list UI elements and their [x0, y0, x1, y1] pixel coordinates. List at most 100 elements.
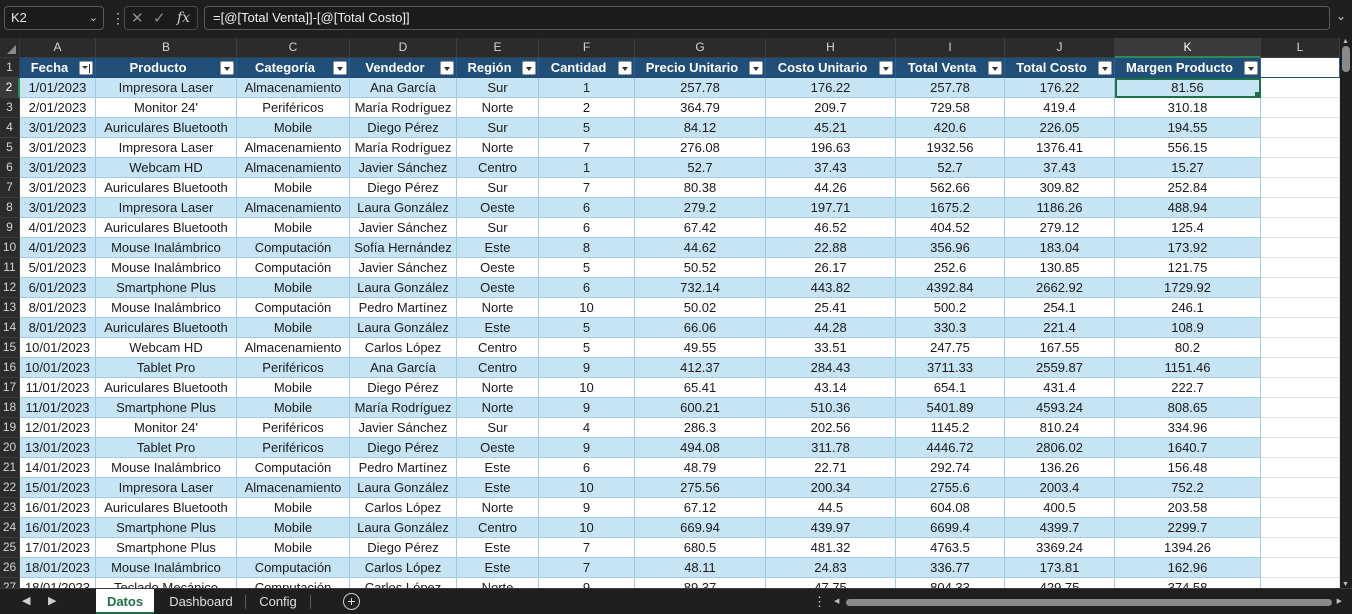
filter-dropdown-icon[interactable]: [522, 61, 536, 75]
column-header-h[interactable]: H: [766, 38, 896, 58]
cell-total-venta[interactable]: 1675.2: [896, 198, 1005, 218]
cell-costo-unitario[interactable]: 26.17: [766, 258, 896, 278]
cell-categoria[interactable]: Mobile: [237, 518, 350, 538]
cell-margen-producto[interactable]: 1640.7: [1115, 438, 1261, 458]
cell-margen-producto[interactable]: 2299.7: [1115, 518, 1261, 538]
cell-categoria[interactable]: Mobile: [237, 278, 350, 298]
cell-producto[interactable]: Tablet Pro: [96, 438, 237, 458]
cell-total-costo[interactable]: 429.75: [1005, 578, 1115, 588]
cell-margen-producto[interactable]: 556.15: [1115, 138, 1261, 158]
cell-total-venta[interactable]: 330.3: [896, 318, 1005, 338]
cell-region[interactable]: Sur: [457, 78, 539, 98]
cell-costo-unitario[interactable]: 284.43: [766, 358, 896, 378]
row-header-16[interactable]: 16: [0, 358, 20, 378]
cell-producto[interactable]: Auriculares Bluetooth: [96, 218, 237, 238]
cell-categoria[interactable]: Computación: [237, 298, 350, 318]
cell-costo-unitario[interactable]: 510.36: [766, 398, 896, 418]
cell-producto[interactable]: Impresora Laser: [96, 78, 237, 98]
cell-costo-unitario[interactable]: 311.78: [766, 438, 896, 458]
chevron-down-icon[interactable]: ⌄: [88, 12, 98, 24]
row-header-6[interactable]: 6: [0, 158, 20, 178]
cell-margen-producto[interactable]: 203.58: [1115, 498, 1261, 518]
row-header-23[interactable]: 23: [0, 498, 20, 518]
check-icon[interactable]: ✓: [153, 10, 166, 27]
cell-total-venta[interactable]: 4446.72: [896, 438, 1005, 458]
cell-region[interactable]: Este: [457, 318, 539, 338]
cell-margen-producto[interactable]: 488.94: [1115, 198, 1261, 218]
fx-icon[interactable]: fx: [177, 10, 191, 26]
cell-fecha[interactable]: 11/01/2023: [20, 378, 96, 398]
cell-vendedor[interactable]: Laura González: [350, 198, 457, 218]
cell-vendedor[interactable]: Laura González: [350, 318, 457, 338]
cell-categoria[interactable]: Mobile: [237, 118, 350, 138]
cell-producto[interactable]: Mouse Inalámbrico: [96, 238, 237, 258]
cell-total-costo[interactable]: 221.4: [1005, 318, 1115, 338]
cell-costo-unitario[interactable]: 47.75: [766, 578, 896, 588]
cell-total-costo[interactable]: 2003.4: [1005, 478, 1115, 498]
cell-region[interactable]: Este: [457, 478, 539, 498]
cell-vendedor[interactable]: Carlos López: [350, 498, 457, 518]
column-header-e[interactable]: E: [457, 38, 539, 58]
cell-region[interactable]: Oeste: [457, 438, 539, 458]
cell-producto[interactable]: Impresora Laser: [96, 478, 237, 498]
cell-categoria[interactable]: Computación: [237, 458, 350, 478]
scroll-left-icon[interactable]: ◀: [834, 598, 840, 605]
cell-categoria[interactable]: Computación: [237, 238, 350, 258]
filter-dropdown-icon[interactable]: [440, 61, 454, 75]
empty-cell[interactable]: [1261, 398, 1340, 418]
cell-producto[interactable]: Auriculares Bluetooth: [96, 498, 237, 518]
cell-fecha[interactable]: 15/01/2023: [20, 478, 96, 498]
cell-vendedor[interactable]: Sofía Hernández: [350, 238, 457, 258]
cell-fecha[interactable]: 5/01/2023: [20, 258, 96, 278]
cell-fecha[interactable]: 14/01/2023: [20, 458, 96, 478]
cell-vendedor[interactable]: Javier Sánchez: [350, 418, 457, 438]
header-cantidad[interactable]: Cantidad: [539, 58, 635, 78]
cell-cantidad[interactable]: 5: [539, 258, 635, 278]
cell-margen-producto[interactable]: 808.65: [1115, 398, 1261, 418]
cell-costo-unitario[interactable]: 33.51: [766, 338, 896, 358]
cell-vendedor[interactable]: Carlos López: [350, 578, 457, 588]
cell-cantidad[interactable]: 9: [539, 358, 635, 378]
empty-cell[interactable]: [1261, 518, 1340, 538]
cell-precio-unitario[interactable]: 50.52: [635, 258, 766, 278]
cell-categoria[interactable]: Periféricos: [237, 418, 350, 438]
vertical-scroll-thumb[interactable]: [1342, 46, 1350, 72]
cell-fecha[interactable]: 8/01/2023: [20, 298, 96, 318]
empty-cell[interactable]: [1261, 338, 1340, 358]
cell-margen-producto[interactable]: 80.2: [1115, 338, 1261, 358]
cell-cantidad[interactable]: 9: [539, 498, 635, 518]
cell-total-costo[interactable]: 2662.92: [1005, 278, 1115, 298]
cell-vendedor[interactable]: María Rodríguez: [350, 98, 457, 118]
cell-total-costo[interactable]: 4399.7: [1005, 518, 1115, 538]
header-producto[interactable]: Producto: [96, 58, 237, 78]
row-header-18[interactable]: 18: [0, 398, 20, 418]
cell-margen-producto[interactable]: 246.1: [1115, 298, 1261, 318]
scroll-down-icon[interactable]: ▼: [1342, 581, 1349, 588]
row-header-17[interactable]: 17: [0, 378, 20, 398]
cell-categoria[interactable]: Almacenamiento: [237, 158, 350, 178]
cell-margen-producto[interactable]: 125.4: [1115, 218, 1261, 238]
sheet-tab-config[interactable]: Config: [259, 594, 297, 609]
cell-producto[interactable]: Mouse Inalámbrico: [96, 558, 237, 578]
cell-cantidad[interactable]: 9: [539, 398, 635, 418]
cell-total-costo[interactable]: 810.24: [1005, 418, 1115, 438]
cell-precio-unitario[interactable]: 364.79: [635, 98, 766, 118]
cell-fecha[interactable]: 3/01/2023: [20, 198, 96, 218]
empty-cell[interactable]: [1261, 58, 1340, 78]
cell-margen-producto[interactable]: 1151.46: [1115, 358, 1261, 378]
cell-margen-producto[interactable]: 252.84: [1115, 178, 1261, 198]
cell-fecha[interactable]: 16/01/2023: [20, 518, 96, 538]
cell-margen-producto[interactable]: 15.27: [1115, 158, 1261, 178]
cell-total-venta[interactable]: 500.2: [896, 298, 1005, 318]
empty-cell[interactable]: [1261, 378, 1340, 398]
cell-producto[interactable]: Auriculares Bluetooth: [96, 318, 237, 338]
cell-precio-unitario[interactable]: 275.56: [635, 478, 766, 498]
cell-vendedor[interactable]: Diego Pérez: [350, 538, 457, 558]
empty-cell[interactable]: [1261, 118, 1340, 138]
cell-precio-unitario[interactable]: 89.37: [635, 578, 766, 588]
cell-total-venta[interactable]: 2755.6: [896, 478, 1005, 498]
row-header-13[interactable]: 13: [0, 298, 20, 318]
cell-region[interactable]: Centro: [457, 518, 539, 538]
cell-fecha[interactable]: 16/01/2023: [20, 498, 96, 518]
cell-region[interactable]: Norte: [457, 138, 539, 158]
